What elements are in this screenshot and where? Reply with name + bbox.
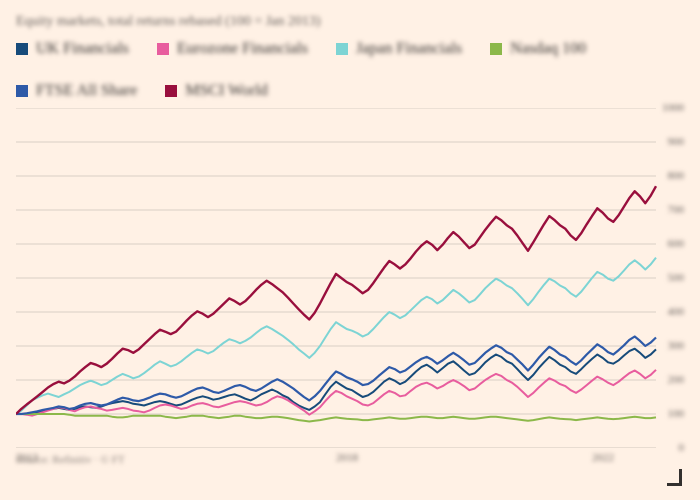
legend-item: UK Financials xyxy=(16,40,129,58)
line-chart-svg xyxy=(16,108,684,448)
chart-container: Equity markets, total returns rebased (1… xyxy=(0,0,700,500)
legend-swatch xyxy=(165,85,177,97)
legend-label: Eurozone Financials xyxy=(177,40,308,58)
legend-item: MSCI World xyxy=(165,82,267,100)
legend-label: UK Financials xyxy=(36,40,129,58)
legend-label: FTSE All Share xyxy=(36,82,137,100)
legend-swatch xyxy=(157,43,169,55)
chart-footer: Source: Refinitiv · © FT xyxy=(16,454,684,466)
ft-logo-mark xyxy=(667,469,682,486)
y-tick-label: 300 xyxy=(668,340,685,352)
legend-item: Japan Financials xyxy=(336,40,462,58)
chart-subtitle: Equity markets, total returns rebased (1… xyxy=(16,14,684,30)
legend-item: FTSE All Share xyxy=(16,82,137,100)
legend-swatch xyxy=(16,85,28,97)
legend-item: Nasdaq 100 xyxy=(490,40,586,58)
y-tick-label: 600 xyxy=(668,238,685,250)
y-tick-label: 700 xyxy=(668,204,685,216)
legend-swatch xyxy=(336,43,348,55)
series-line xyxy=(16,370,656,416)
y-tick-label: 200 xyxy=(668,374,685,386)
y-tick-label: 400 xyxy=(668,306,685,318)
legend-swatch xyxy=(490,43,502,55)
legend: UK Financials Eurozone Financials Japan Fi… xyxy=(16,40,684,100)
legend-item: Eurozone Financials xyxy=(157,40,308,58)
y-tick-label: 900 xyxy=(668,136,685,148)
legend-label: Nasdaq 100 xyxy=(510,40,586,58)
plot-area: 01002003004005006007008009001000 2013201… xyxy=(16,108,684,448)
series-line xyxy=(16,337,656,415)
y-tick-label: 1000 xyxy=(662,102,684,114)
legend-label: Japan Financials xyxy=(356,40,462,58)
series-line xyxy=(16,414,656,422)
legend-swatch xyxy=(16,43,28,55)
y-tick-label: 0 xyxy=(679,442,685,454)
y-tick-label: 500 xyxy=(668,272,685,284)
legend-label: MSCI World xyxy=(185,82,267,100)
y-tick-label: 100 xyxy=(668,408,685,420)
y-tick-label: 800 xyxy=(668,170,685,182)
